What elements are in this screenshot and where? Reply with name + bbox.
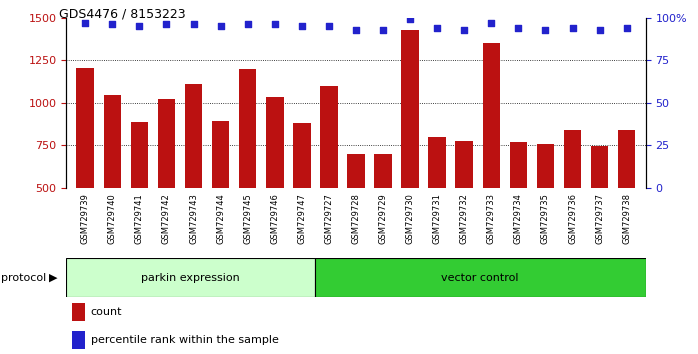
Bar (77, 68, 94, 273)
Bar (429, 137, 446, 273)
Text: vector control: vector control (441, 273, 519, 283)
Point (378, 27, 389, 33)
Bar (293, 123, 311, 273)
Bar (347, 154, 365, 273)
Point (323, 23, 334, 29)
Text: GSM729746: GSM729746 (270, 193, 279, 244)
Text: GSM729734: GSM729734 (514, 193, 523, 244)
Bar (320, 86, 338, 273)
Bar (131, 122, 148, 273)
Point (107, 22, 118, 27)
Text: GSM729728: GSM729728 (352, 193, 360, 244)
Bar (456, 141, 473, 273)
Bar (618, 130, 635, 273)
Text: GSM729740: GSM729740 (107, 193, 117, 244)
Point (594, 27, 605, 33)
Point (350, 27, 362, 33)
Point (269, 22, 281, 27)
Text: percentile rank within the sample: percentile rank within the sample (91, 335, 279, 346)
Text: GSM729727: GSM729727 (325, 193, 334, 244)
Text: GSM729747: GSM729747 (297, 193, 306, 244)
Bar (591, 146, 609, 273)
Text: GSM729745: GSM729745 (243, 193, 252, 244)
Bar (564, 130, 581, 273)
Text: GSM729737: GSM729737 (595, 193, 604, 244)
Bar (72, 331, 85, 349)
Point (486, 20, 497, 25)
Point (215, 23, 226, 29)
Point (188, 22, 199, 27)
Point (134, 23, 145, 29)
Text: GSM729730: GSM729730 (406, 193, 415, 244)
Text: GSM729732: GSM729732 (460, 193, 469, 244)
Text: GSM729731: GSM729731 (433, 193, 442, 244)
Point (161, 22, 172, 27)
Bar (266, 97, 283, 273)
Point (80, 20, 91, 25)
FancyBboxPatch shape (66, 258, 315, 297)
Text: GDS4476 / 8153223: GDS4476 / 8153223 (59, 7, 186, 20)
Bar (158, 99, 175, 273)
FancyBboxPatch shape (315, 258, 646, 297)
Point (296, 23, 307, 29)
Point (621, 25, 632, 31)
Bar (103, 95, 121, 273)
Text: GSM729736: GSM729736 (568, 193, 577, 244)
Text: parkin expression: parkin expression (141, 273, 240, 283)
Point (540, 27, 551, 33)
Text: protocol: protocol (1, 273, 46, 283)
Text: GSM729742: GSM729742 (162, 193, 171, 244)
Bar (482, 43, 500, 273)
Bar (374, 154, 392, 273)
Text: GSM729744: GSM729744 (216, 193, 225, 244)
Text: GSM729729: GSM729729 (378, 193, 387, 244)
Point (431, 25, 443, 31)
Bar (401, 30, 419, 273)
Point (567, 25, 578, 31)
Text: GSM729738: GSM729738 (622, 193, 631, 244)
Text: GSM729733: GSM729733 (487, 193, 496, 244)
Text: GSM729739: GSM729739 (81, 193, 90, 244)
Text: GSM729741: GSM729741 (135, 193, 144, 244)
Text: ▶: ▶ (49, 273, 57, 283)
Text: count: count (91, 307, 122, 317)
Text: GSM729735: GSM729735 (541, 193, 550, 244)
Point (459, 27, 470, 33)
Bar (239, 69, 256, 273)
Bar (537, 144, 554, 273)
Bar (72, 303, 85, 321)
Bar (211, 121, 230, 273)
Point (405, 17, 416, 22)
Bar (510, 142, 527, 273)
Point (513, 25, 524, 31)
Point (242, 22, 253, 27)
Text: GSM729743: GSM729743 (189, 193, 198, 244)
Bar (185, 84, 202, 273)
